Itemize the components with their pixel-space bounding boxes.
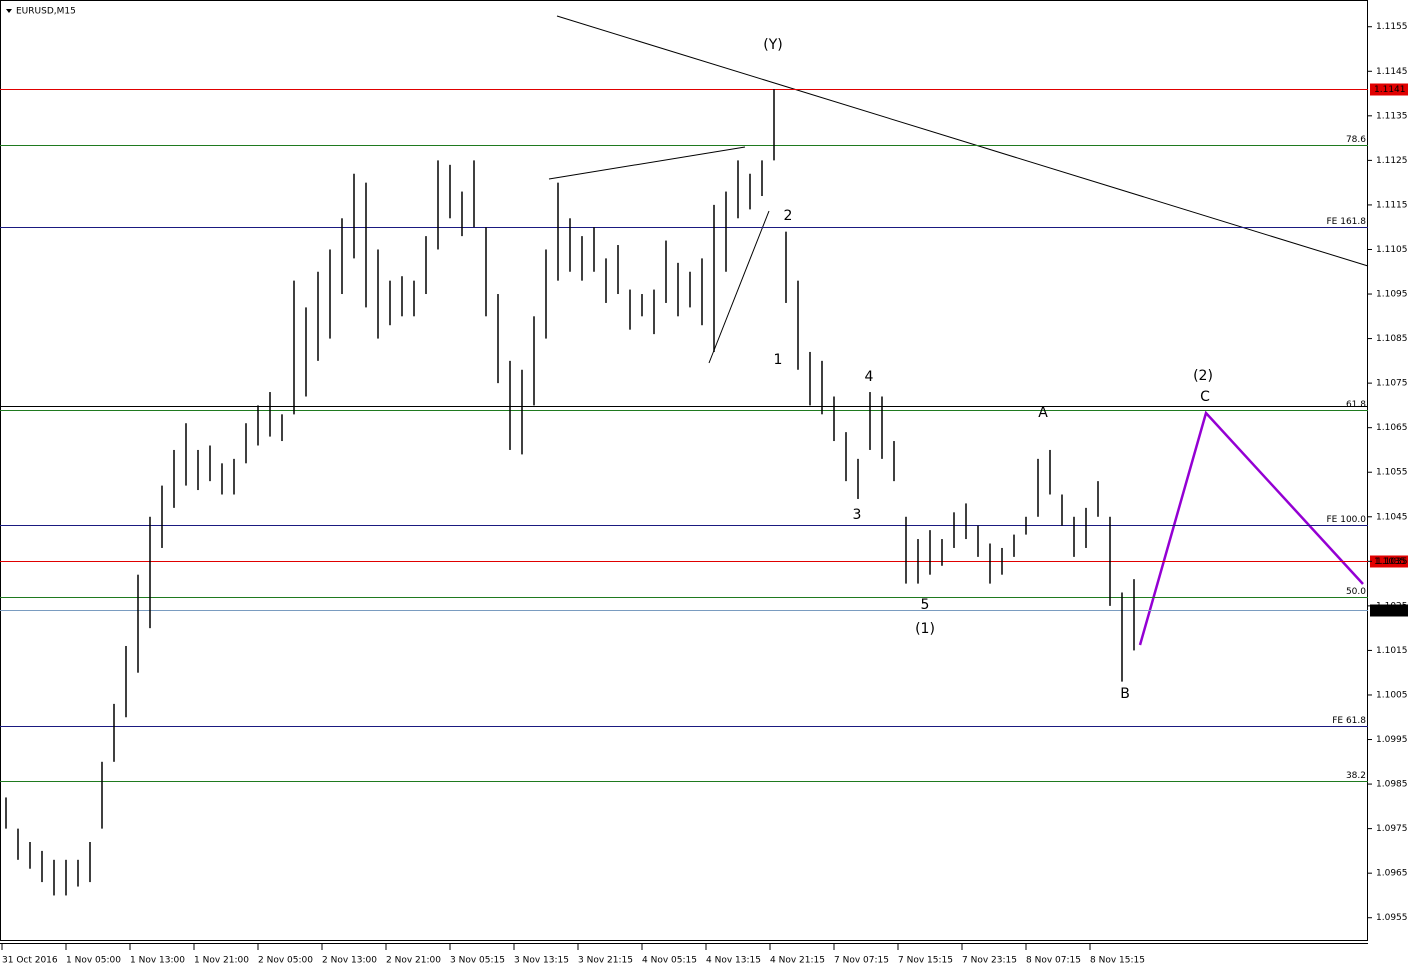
price-tag-label: 1.1024 (1374, 606, 1406, 616)
y-tick-label: 1.1065 (1376, 423, 1408, 433)
y-tick-label: 1.1155 (1376, 22, 1408, 32)
y-tick-label: 1.0985 (1376, 780, 1408, 790)
level-label: FE 100.0 (1327, 515, 1367, 525)
wave-label: 4 (865, 369, 874, 385)
y-tick-label: 1.1115 (1376, 200, 1408, 210)
x-tick-label: 1 Nov 05:00 (66, 956, 121, 966)
wave-label: (2) (1193, 368, 1213, 384)
wave-label: 2 (784, 208, 793, 224)
level-label: 78.6 (1346, 135, 1366, 145)
x-tick-label: 8 Nov 15:15 (1090, 956, 1145, 966)
price-bars (5, 89, 1135, 896)
x-tick-label: 3 Nov 21:15 (578, 956, 633, 966)
y-tick-label: 1.1045 (1376, 512, 1408, 522)
y-tick-label: 1.1025 (1376, 601, 1408, 611)
level-label: FE 61.8 (1332, 716, 1366, 726)
level-label: 50.0 (1346, 587, 1366, 597)
trend-line (548, 146, 746, 180)
trend-line (708, 210, 770, 364)
wave-label: A (1038, 405, 1048, 421)
level-label: 38.2 (1346, 771, 1366, 781)
x-tick-label: 3 Nov 05:15 (450, 956, 505, 966)
x-tick-label: 4 Nov 05:15 (642, 956, 697, 966)
x-tick-label: 8 Nov 07:15 (1026, 956, 1081, 966)
trend-line (556, 15, 1369, 267)
y-tick-label: 1.1135 (1376, 111, 1408, 121)
wave-label: 1 (774, 352, 783, 368)
price-tag-label: 1.1035 (1374, 557, 1406, 567)
price-tag (1370, 555, 1408, 568)
x-tick-label: 7 Nov 15:15 (898, 956, 953, 966)
x-tick-label: 7 Nov 07:15 (834, 956, 889, 966)
y-tick-label: 1.1005 (1376, 690, 1408, 700)
x-tick-label: 4 Nov 21:15 (770, 956, 825, 966)
price-tag (1370, 604, 1408, 617)
wave-label: C (1200, 389, 1210, 405)
x-tick-label: 31 Oct 2016 (2, 956, 58, 966)
wave-label: (Y) (763, 37, 782, 53)
x-tick-label: 1 Nov 21:00 (194, 956, 249, 966)
y-tick-label: 1.1145 (1376, 67, 1408, 77)
level-label: FE 161.8 (1327, 217, 1367, 227)
y-tick-label: 1.1085 (1376, 334, 1408, 344)
chart-title: EURUSD,M15 (16, 7, 76, 17)
y-tick-label: 1.1095 (1376, 290, 1408, 300)
wave-label: 5 (921, 597, 930, 613)
menu-triangle (6, 9, 12, 13)
projection-path (1138, 410, 1364, 646)
x-tick-label: 2 Nov 13:00 (322, 956, 377, 966)
level-label: 61.8 (1346, 400, 1366, 410)
x-tick-label: 4 Nov 13:15 (706, 956, 761, 966)
x-tick-label: 2 Nov 05:00 (258, 956, 313, 966)
y-tick-label: 1.1075 (1376, 379, 1408, 389)
wave-label: 3 (853, 507, 862, 523)
x-tick-label: 7 Nov 23:15 (962, 956, 1017, 966)
y-tick-label: 1.1105 (1376, 245, 1408, 255)
y-tick-label: 1.0995 (1376, 735, 1408, 745)
price-tag-label: 1.1141 (1374, 85, 1406, 95)
x-tick-label: 1 Nov 13:00 (130, 956, 185, 966)
y-tick-label: 1.1055 (1376, 468, 1408, 478)
x-tick-label: 3 Nov 13:15 (514, 956, 569, 966)
y-tick-label: 1.1035 (1376, 557, 1408, 567)
y-tick-label: 1.0975 (1376, 824, 1408, 834)
y-tick-label: 1.1125 (1376, 156, 1408, 166)
plot-frame (0, 0, 1368, 941)
price-tag (1370, 83, 1408, 96)
levels: 1.1141 78.6 FE 161.8 61.8 FE 100.0 1.1035 50.0… (0, 83, 1408, 782)
wave-label: B (1120, 686, 1130, 702)
y-tick-label: 1.0965 (1376, 869, 1408, 879)
y-tick-label: 1.0955 (1376, 913, 1408, 923)
y-tick-label: 1.1015 (1376, 646, 1408, 656)
wave-label: (1) (915, 621, 935, 637)
x-tick-label: 2 Nov 21:00 (386, 956, 441, 966)
